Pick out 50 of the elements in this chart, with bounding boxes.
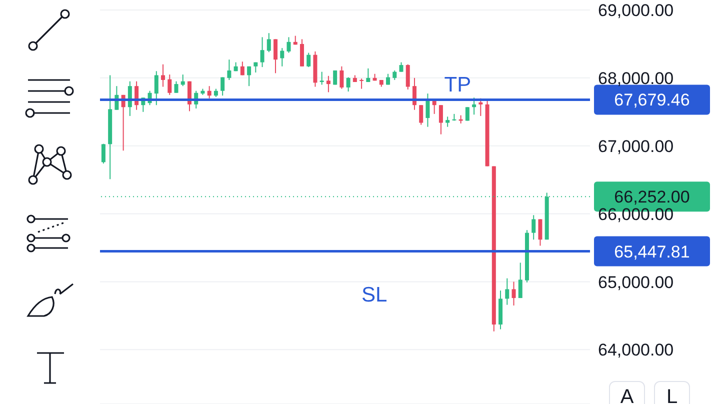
y-tick-label: 64,000.00 xyxy=(598,340,674,360)
candlestick xyxy=(306,52,311,68)
candlestick xyxy=(154,70,158,106)
candlestick xyxy=(366,68,370,83)
candlestick xyxy=(274,38,278,74)
candlestick xyxy=(360,78,364,90)
candlestick xyxy=(247,66,252,87)
annotation: TP xyxy=(444,74,472,97)
candlestick xyxy=(227,59,232,80)
candlestick xyxy=(538,218,542,246)
candlestick xyxy=(512,281,516,306)
ref-line-label: 67,679.46 xyxy=(614,90,690,110)
candlestick xyxy=(419,104,424,126)
annotation: SL xyxy=(362,283,388,306)
candlestick xyxy=(346,76,350,92)
candlestick xyxy=(220,76,225,96)
candlestick xyxy=(260,36,264,68)
candlestick xyxy=(266,32,271,53)
text: A xyxy=(609,381,645,404)
text: L xyxy=(654,381,690,404)
candlestick xyxy=(174,80,178,94)
candlestick xyxy=(320,71,324,86)
candlestick xyxy=(406,64,410,90)
candlestick xyxy=(392,70,397,80)
candlestick xyxy=(326,75,330,93)
candlestick xyxy=(505,278,510,306)
candlestick xyxy=(300,38,304,67)
candlestick xyxy=(161,64,166,88)
y-tick-label: 65,000.00 xyxy=(598,272,674,292)
y-tick-label: 69,000.00 xyxy=(598,1,674,20)
candlestick xyxy=(399,62,404,72)
candlestick xyxy=(340,66,344,90)
candlestick xyxy=(472,97,476,116)
candlestick xyxy=(518,262,522,299)
candlestick xyxy=(240,61,244,76)
ref-line-label: 66,252.00 xyxy=(614,188,690,207)
candlestick xyxy=(280,48,284,67)
candlestick xyxy=(532,214,536,240)
candlestick xyxy=(207,86,212,99)
ref-line-label: 65,447.81 xyxy=(614,242,690,262)
y-tick-label: 68,000.00 xyxy=(598,68,674,88)
candlestick xyxy=(426,93,430,128)
candlestick xyxy=(168,74,172,96)
candlestick xyxy=(432,100,436,114)
y-tick-label: 67,000.00 xyxy=(598,136,674,156)
candlestick xyxy=(438,104,443,135)
candlestick xyxy=(101,143,106,164)
candlestick xyxy=(465,106,470,122)
candlestick xyxy=(446,116,450,128)
candlestick xyxy=(286,36,291,54)
